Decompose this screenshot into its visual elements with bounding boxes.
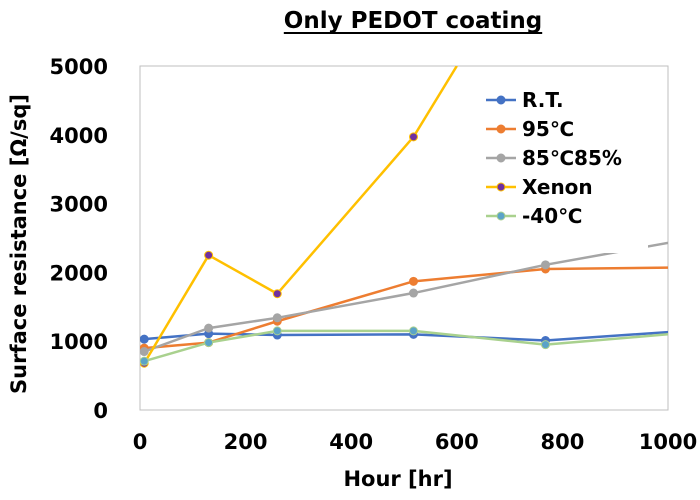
series-line [144, 266, 668, 350]
legend-item: -40℃ [486, 204, 582, 228]
legend-item: 95℃ [486, 117, 574, 141]
x-tick-label: 1000 [639, 430, 697, 454]
data-point [204, 338, 214, 348]
legend-label: Xenon [522, 175, 593, 199]
series-line [143, 241, 668, 353]
series-layer [140, 66, 680, 368]
legend-swatch-marker [496, 153, 506, 163]
x-tick-label: 200 [224, 430, 268, 454]
y-tick-label: 0 [93, 399, 108, 423]
legend-swatch-marker [496, 211, 506, 221]
x-tick-labels: 0 200 400 600 800 1000 [133, 430, 698, 454]
data-point [272, 326, 282, 336]
series-line [144, 330, 668, 342]
data-point [409, 276, 419, 286]
data-point [140, 347, 149, 357]
series-3 [140, 66, 458, 368]
x-tick-label: 400 [329, 430, 373, 454]
data-point [409, 288, 419, 298]
x-tick-label: 800 [540, 430, 584, 454]
legend-item: Xenon [486, 175, 593, 199]
series-4 [140, 326, 680, 366]
y-tick-label: 3000 [50, 193, 108, 217]
x-axis-label: Hour [hr] [343, 467, 452, 491]
chart-title: Only PEDOT coating [284, 8, 542, 34]
y-axis-label: Surface resistance [Ω/sq] [7, 94, 31, 394]
data-point [204, 250, 214, 260]
data-point [672, 264, 680, 272]
legend-swatch-marker [496, 95, 506, 105]
legend-item: R.T. [486, 88, 564, 112]
y-tick-labels: 0 1000 2000 3000 4000 5000 [50, 55, 108, 423]
legend-label: 95℃ [522, 117, 574, 141]
y-tick-label: 2000 [50, 261, 108, 285]
legend-label: -40℃ [522, 204, 582, 228]
legend-item: 85℃85% [486, 146, 622, 170]
data-point [672, 328, 680, 336]
data-point [409, 326, 419, 336]
legend-swatch-marker [496, 182, 506, 192]
legend: R.T. 95℃ 85℃85% Xenon -40℃ [478, 83, 648, 253]
x-tick-label: 0 [133, 430, 148, 454]
data-point [140, 356, 149, 366]
legend-swatch-marker [496, 124, 506, 134]
legend-box [478, 83, 648, 253]
legend-label: R.T. [522, 88, 564, 112]
data-point [272, 289, 282, 299]
y-tick-label: 1000 [50, 330, 108, 354]
data-point [140, 334, 149, 344]
data-point [409, 132, 419, 142]
data-point [541, 340, 551, 350]
data-point [672, 330, 680, 338]
data-point [672, 237, 680, 245]
y-tick-label: 5000 [50, 55, 108, 79]
x-tick-label: 600 [435, 430, 479, 454]
series-line [143, 329, 668, 363]
data-point [272, 313, 282, 323]
data-point [541, 260, 551, 270]
legend-label: 85℃85% [522, 146, 622, 170]
y-tick-label: 4000 [50, 124, 108, 148]
series-2 [140, 237, 680, 357]
data-point [204, 323, 214, 333]
